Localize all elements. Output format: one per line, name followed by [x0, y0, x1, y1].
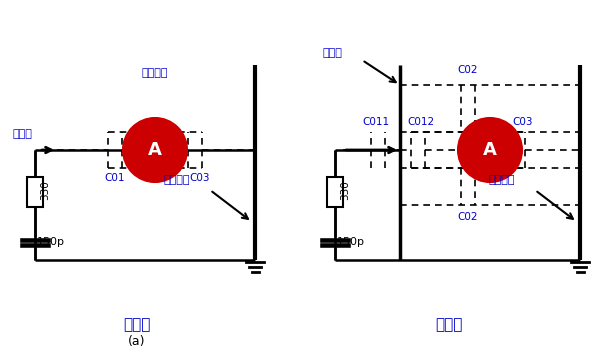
Text: 屏蔽后: 屏蔽后 — [435, 318, 463, 333]
Bar — [327, 177, 343, 207]
Text: 屏蔽片: 屏蔽片 — [322, 48, 342, 58]
Text: (a): (a) — [128, 336, 145, 348]
Text: 测试平台: 测试平台 — [489, 175, 516, 185]
Text: 屏蔽前: 屏蔽前 — [123, 318, 150, 333]
Text: A: A — [483, 141, 497, 159]
Text: 测试针: 测试针 — [12, 129, 32, 139]
Text: C02: C02 — [458, 212, 478, 222]
Text: C03: C03 — [512, 117, 533, 127]
Text: 330: 330 — [340, 180, 350, 200]
Text: C03: C03 — [190, 173, 210, 183]
Text: 150p: 150p — [37, 237, 65, 247]
Text: C012: C012 — [408, 117, 435, 127]
Text: A: A — [148, 141, 162, 159]
Text: C02: C02 — [458, 65, 478, 75]
Text: C011: C011 — [362, 117, 390, 127]
Text: 敏感器件: 敏感器件 — [142, 68, 168, 78]
Text: 150p: 150p — [337, 237, 365, 247]
Bar — [27, 177, 43, 207]
Circle shape — [123, 118, 187, 182]
Circle shape — [458, 118, 522, 182]
Text: C01: C01 — [105, 173, 125, 183]
Text: 测试平台: 测试平台 — [164, 175, 190, 185]
Text: 330: 330 — [40, 180, 50, 200]
